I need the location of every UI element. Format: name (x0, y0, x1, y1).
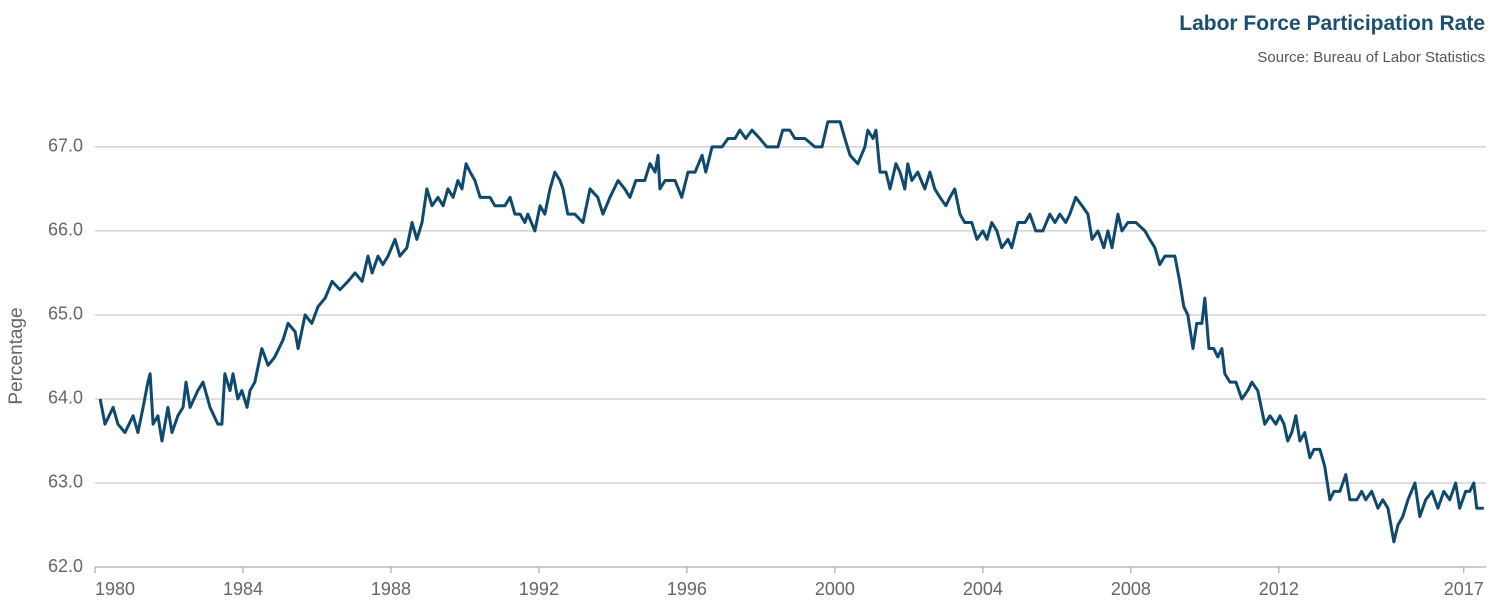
x-tick-label: 1980 (95, 579, 135, 599)
chart-subtitle: Source: Bureau of Labor Statistics (1257, 49, 1485, 66)
y-tick-label: 65.0 (48, 304, 83, 324)
x-tick-label: 2008 (1111, 579, 1151, 599)
y-tick-label: 63.0 (48, 472, 83, 492)
y-tick-label: 66.0 (48, 220, 83, 240)
chart-title: Labor Force Participation Rate (1179, 12, 1485, 35)
x-tick-label: 2012 (1259, 579, 1299, 599)
x-tick-label: 1988 (371, 579, 411, 599)
x-tick-label: 2000 (815, 579, 855, 599)
x-tick-label: 2017 (1444, 579, 1484, 599)
x-tick-label: 1984 (223, 579, 263, 599)
y-tick-label: 62.0 (48, 556, 83, 576)
y-tick-label: 67.0 (48, 136, 83, 156)
y-tick-label: 64.0 (48, 388, 83, 408)
x-tick-label: 2004 (963, 579, 1003, 599)
x-tick-label: 1996 (667, 579, 707, 599)
x-tick-label: 1992 (519, 579, 559, 599)
y-axis-title: Percentage (6, 307, 27, 404)
data-line (98, 120, 1484, 544)
